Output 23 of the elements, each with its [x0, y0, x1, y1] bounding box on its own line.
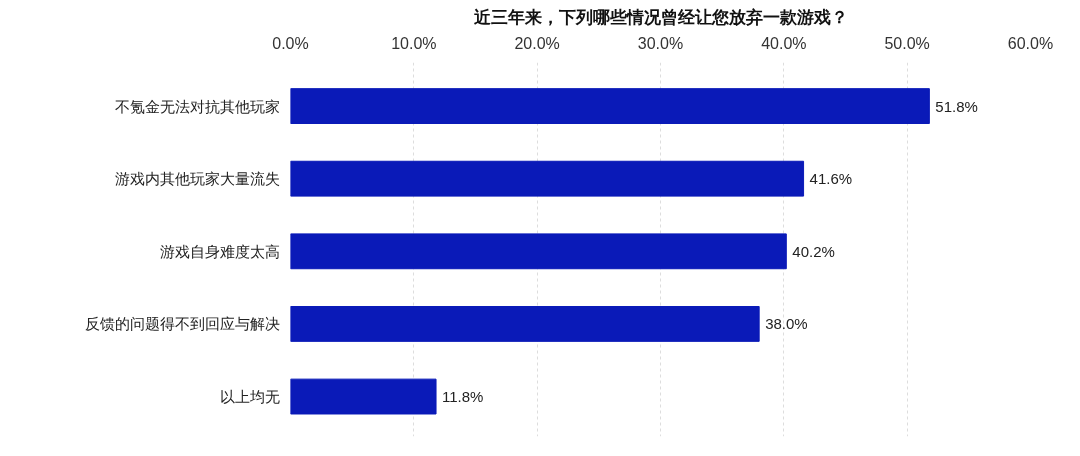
bar [290, 160, 805, 197]
bar [290, 378, 437, 415]
y-tick-label: 游戏自身难度太高 [159, 242, 280, 260]
x-tick-label: 10.0% [391, 34, 437, 52]
data-label: 41.6% [809, 170, 853, 188]
data-label: 38.0% [765, 315, 808, 333]
bar [290, 233, 787, 270]
x-tick-label: 30.0% [637, 34, 684, 52]
y-tick-label: 以上均无 [219, 388, 280, 406]
y-tick-label: 反馈的问题得不到回应与解决 [84, 315, 280, 333]
data-label: 51.8% [935, 97, 978, 115]
x-tick-label: 20.0% [514, 34, 560, 52]
bar [290, 88, 930, 124]
x-tick-label: 0.0% [272, 34, 309, 52]
y-tick-label: 游戏内其他玩家大量流失 [114, 170, 280, 188]
bar [290, 306, 760, 342]
data-label: 40.2% [792, 242, 835, 260]
x-tick-label: 50.0% [884, 34, 930, 52]
data-label: 11.8% [442, 388, 484, 406]
x-tick-label: 40.0% [761, 34, 807, 52]
x-tick-label: 60.0% [1007, 34, 1054, 52]
y-tick-label: 不氪金无法对抗其他玩家 [114, 97, 280, 115]
chart-title: 近三年来，下列哪些情况曾经让您放弃一款游戏？ [472, 6, 848, 27]
